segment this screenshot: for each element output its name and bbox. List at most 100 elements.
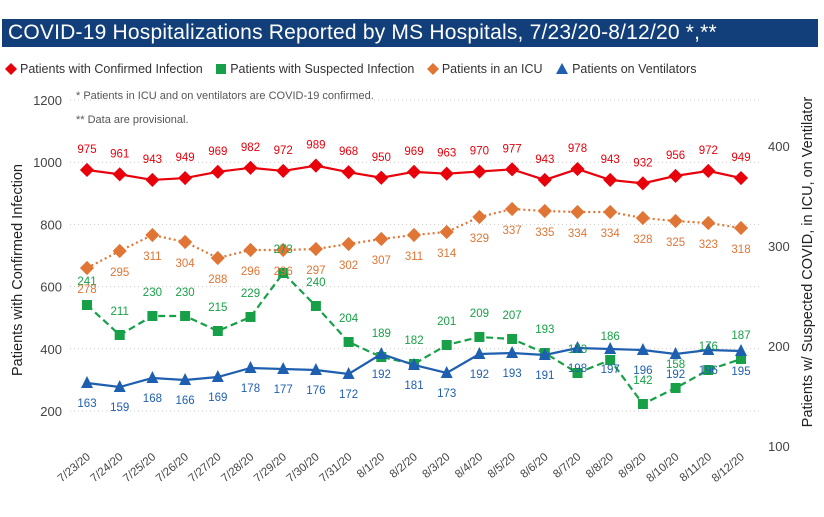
y-left-tick-label: 800 [40,217,62,232]
data-point [212,326,223,336]
data-point [309,363,322,375]
data-point [147,311,158,321]
data-label: 972 [699,145,718,157]
green-square-icon [216,64,227,74]
data-point [505,162,520,177]
data-point [440,366,453,378]
data-point [310,301,321,311]
legend: Patients with Confirmed Infection Patien… [4,62,706,82]
data-label: 949 [731,152,750,164]
data-label: 198 [568,363,587,375]
data-label: 163 [77,398,96,410]
data-point [439,224,454,240]
data-point [145,227,160,243]
data-point [637,399,648,409]
data-label: 168 [143,393,162,405]
legend-label: Patients in an ICU [441,62,543,76]
data-label: 956 [666,150,685,162]
data-label: 968 [339,146,358,158]
legend-item-suspected[interactable]: Patients with Suspected Infection [216,62,414,76]
data-label: 314 [437,248,457,260]
data-point [211,370,224,382]
data-point [439,166,454,181]
data-point [505,201,520,217]
data-label: 334 [601,228,621,240]
data-label: 296 [274,266,293,278]
data-label: 949 [176,152,195,164]
data-point [341,236,356,252]
x-tick-label: 7/30/20 [285,451,322,485]
data-label: 325 [666,237,685,249]
data-point [374,231,389,247]
data-label: 278 [77,284,96,296]
x-tick-label: 8/10/20 [644,451,681,485]
data-point [308,241,323,257]
data-point [473,347,486,359]
data-point [210,250,225,266]
data-point [701,163,716,178]
data-label: 969 [404,146,423,158]
y-right-tick-label: 400 [768,139,790,154]
legend-item-ventilators[interactable]: Patients on Ventilators [556,62,696,76]
data-label: 177 [274,384,293,396]
data-point [668,213,683,229]
data-label: 337 [503,225,522,237]
data-label: 158 [666,359,685,371]
data-point [736,354,746,364]
data-point [441,340,452,350]
x-tick-label: 8/2/20 [388,451,420,481]
y-axis-left-title: Patients with Confirmed Infection [10,164,26,376]
legend-label: Patients with Suspected Infection [230,62,415,76]
data-point [244,361,257,373]
legend-label: Patients on Ventilators [572,62,697,76]
data-label: 204 [339,313,359,325]
x-tick-label: 8/5/20 [486,451,518,481]
data-label: 977 [503,143,522,155]
data-point [375,347,388,359]
data-label: 307 [372,255,391,267]
x-tick-label: 8/7/20 [551,451,583,481]
data-label: 187 [731,330,750,342]
data-label: 323 [699,239,718,251]
data-point [701,215,716,231]
data-label: 142 [633,375,652,387]
data-point [406,227,422,243]
data-point [635,176,650,191]
series-lines [79,158,749,409]
data-label: 970 [470,146,489,158]
data-label: 978 [568,143,587,155]
data-point [733,170,749,186]
data-point [374,170,389,185]
data-label: 178 [241,383,260,395]
data-label: 201 [437,316,456,328]
data-label: 989 [306,140,325,152]
legend-item-icu[interactable]: Patients in an ICU [426,62,543,76]
data-point [178,234,193,250]
data-point [341,165,356,180]
data-label: 192 [666,369,685,381]
data-point [79,260,95,276]
y-right-tick-label: 100 [768,439,790,454]
series-line-1 [86,271,742,406]
data-point [735,344,747,356]
data-point [343,337,354,347]
data-point [178,170,193,186]
data-point [276,242,291,258]
data-point [112,167,127,182]
legend-item-confirmed[interactable]: Patients with Confirmed Infection [4,62,203,76]
data-point [472,164,487,179]
data-label: 173 [437,388,456,400]
data-label: 288 [208,274,227,286]
data-label: 196 [699,365,718,377]
x-tick-label: 7/24/20 [89,451,126,485]
data-point [113,380,126,392]
data-point [537,172,552,187]
blue-triangle-icon [556,63,569,74]
x-tick-label: 7/23/20 [56,451,93,485]
data-point [408,358,420,370]
data-label: 230 [143,287,162,299]
data-label: 311 [405,251,423,263]
data-label: 169 [208,392,227,404]
data-point [146,371,159,383]
